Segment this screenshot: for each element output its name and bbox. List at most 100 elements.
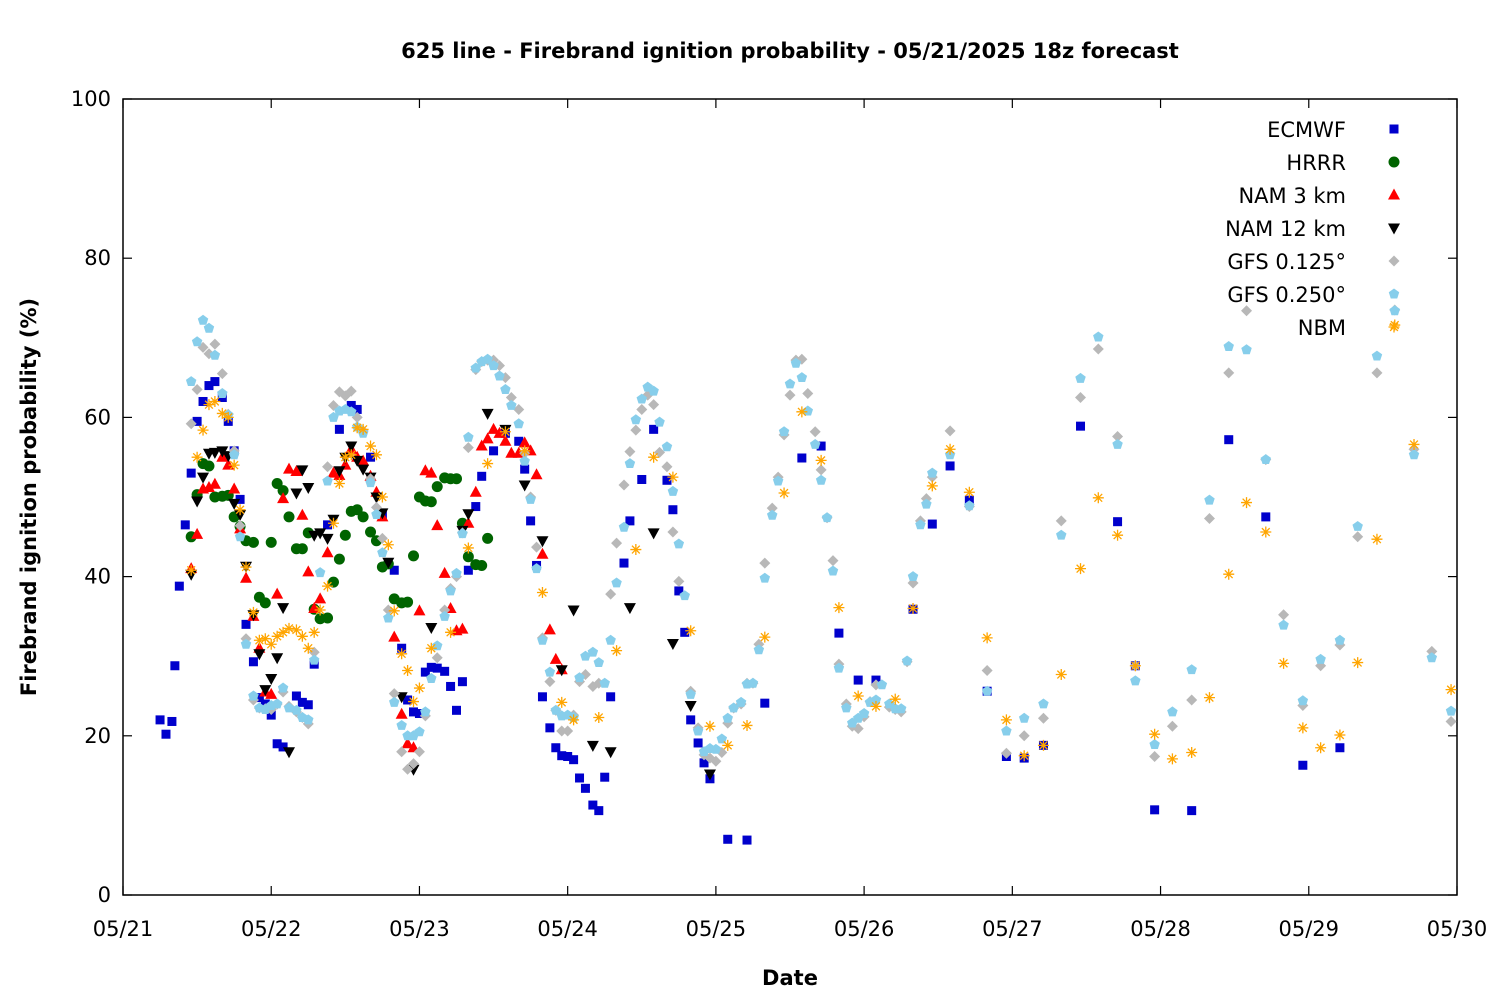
data-point — [222, 411, 234, 423]
data-point — [556, 725, 568, 737]
data-point — [209, 338, 221, 350]
x-tick-label: 05/21 — [93, 917, 154, 941]
data-point — [1334, 634, 1346, 645]
data-point — [471, 502, 481, 512]
data-point — [1038, 698, 1049, 709]
data-point — [876, 679, 888, 690]
data-point — [625, 516, 635, 526]
data-point — [477, 471, 487, 481]
data-point — [297, 697, 307, 707]
data-point — [1445, 684, 1457, 696]
data-point — [1166, 753, 1178, 765]
x-tick-label: 05/27 — [982, 917, 1043, 941]
data-point — [853, 675, 863, 685]
data-point — [291, 704, 302, 715]
data-point — [1149, 750, 1161, 762]
data-point — [302, 565, 315, 577]
data-point — [870, 694, 882, 705]
data-point — [518, 436, 531, 448]
data-point — [457, 677, 467, 687]
data-point — [544, 676, 556, 688]
data-point — [395, 692, 408, 704]
data-point — [482, 458, 494, 470]
data-point — [815, 454, 827, 466]
data-point — [247, 536, 259, 548]
data-point — [265, 687, 278, 699]
data-point — [636, 393, 648, 404]
data-point — [666, 638, 679, 650]
data-point — [648, 451, 660, 463]
data-point — [944, 443, 956, 455]
data-point — [185, 418, 197, 430]
data-point — [1352, 520, 1363, 531]
data-point — [339, 529, 351, 541]
data-point — [648, 385, 659, 396]
data-point — [475, 439, 488, 451]
data-point — [197, 472, 210, 484]
data-point — [593, 657, 605, 668]
data-point — [365, 477, 376, 488]
data-point — [519, 455, 530, 466]
data-point — [1241, 344, 1252, 355]
x-tick-label: 05/29 — [1279, 917, 1340, 941]
data-point — [586, 740, 599, 752]
data-point — [760, 698, 770, 708]
data-point — [228, 482, 241, 494]
data-point — [271, 630, 283, 642]
legend-label: HRRR — [1286, 151, 1346, 175]
data-point — [283, 747, 296, 759]
data-point — [389, 565, 399, 575]
legend-marker — [1389, 124, 1399, 134]
data-point — [1260, 454, 1272, 465]
legend-label: NBM — [1298, 316, 1346, 340]
data-point — [680, 627, 690, 637]
data-point — [208, 477, 221, 489]
data-point — [648, 399, 660, 411]
data-point — [1166, 720, 1178, 732]
data-point — [302, 642, 314, 654]
data-point — [402, 596, 414, 608]
data-point — [191, 451, 203, 463]
data-point — [594, 806, 604, 816]
data-point — [283, 511, 295, 523]
data-point — [821, 512, 833, 523]
data-point — [747, 677, 759, 688]
data-point — [1055, 515, 1067, 527]
data-point — [308, 654, 320, 665]
data-point — [314, 528, 327, 540]
data-point — [1186, 664, 1197, 675]
data-point — [371, 509, 382, 519]
data-point — [240, 638, 252, 649]
data-point — [685, 625, 697, 637]
data-point — [266, 710, 276, 720]
data-point — [191, 527, 204, 539]
data-point — [927, 467, 938, 478]
data-point — [191, 384, 203, 396]
data-point — [402, 665, 414, 677]
data-point — [1037, 739, 1049, 751]
legend-marker — [1388, 255, 1400, 267]
data-point — [376, 491, 388, 503]
data-point — [1075, 392, 1087, 403]
data-point — [302, 482, 315, 494]
data-point — [234, 504, 246, 516]
data-point — [1371, 533, 1383, 545]
data-point — [802, 388, 814, 400]
data-point — [462, 509, 475, 521]
data-point — [402, 763, 414, 775]
data-point — [414, 709, 424, 719]
data-point — [661, 441, 673, 452]
data-point — [536, 536, 549, 548]
data-point — [1203, 512, 1215, 524]
data-point — [370, 501, 382, 513]
data-point — [766, 502, 778, 514]
data-point — [382, 557, 395, 569]
data-point — [462, 442, 474, 454]
data-point — [197, 424, 209, 436]
data-point — [513, 418, 524, 429]
data-point — [816, 441, 826, 451]
data-point — [259, 597, 271, 609]
data-point — [649, 424, 659, 434]
data-point — [1315, 653, 1326, 664]
data-point — [322, 612, 334, 624]
